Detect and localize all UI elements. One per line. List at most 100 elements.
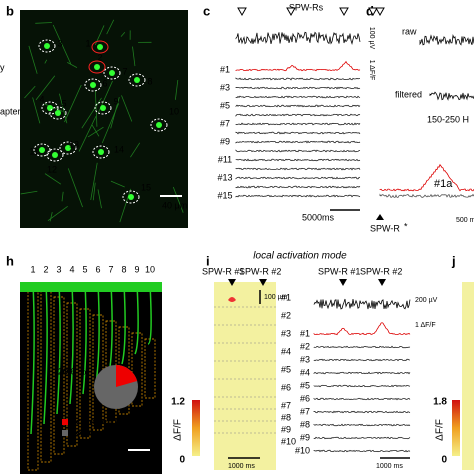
trace-label: #15 bbox=[217, 190, 232, 200]
event-label: SPW-R #1 bbox=[202, 266, 244, 276]
trace-label: #1 bbox=[300, 328, 310, 338]
cell-label: 7 bbox=[122, 66, 127, 76]
calcium-trace bbox=[235, 122, 361, 126]
cell bbox=[44, 43, 50, 49]
roi bbox=[122, 190, 140, 204]
dendrite-glow bbox=[20, 190, 38, 195]
trace-label: #6 bbox=[300, 393, 310, 403]
event-marker bbox=[368, 7, 378, 17]
dendrite-glow bbox=[87, 126, 104, 138]
dendrite bbox=[69, 283, 74, 405]
roi bbox=[94, 101, 112, 115]
cell bbox=[97, 44, 103, 50]
dendrite-glow bbox=[172, 186, 184, 213]
dendrite-glow bbox=[92, 182, 96, 201]
scale-label: 1 ΔF/F bbox=[415, 322, 436, 329]
event-label: SPW-R #2 bbox=[239, 266, 281, 276]
cell bbox=[128, 194, 134, 200]
dendrite-glow bbox=[91, 124, 100, 137]
dendrite-glow bbox=[59, 93, 68, 124]
cell-label: 11 bbox=[29, 146, 38, 156]
dendrite bbox=[121, 283, 126, 365]
calcium-trace bbox=[313, 423, 411, 427]
cell bbox=[47, 105, 53, 111]
calcium-trace bbox=[313, 384, 411, 388]
dendrite-glow bbox=[64, 84, 82, 123]
legend-swatch bbox=[62, 419, 68, 425]
calcium-trace bbox=[313, 397, 411, 401]
calcium-trace bbox=[313, 436, 411, 440]
roi bbox=[103, 66, 121, 80]
baseline-trace bbox=[379, 193, 474, 199]
event-label: SPW-R #1 bbox=[318, 266, 360, 276]
heatmap-j bbox=[462, 282, 474, 470]
dendrite-number: 2 bbox=[43, 264, 48, 274]
event-marker bbox=[378, 279, 386, 286]
dendrite-glow bbox=[32, 97, 41, 124]
calcium-trace bbox=[235, 176, 361, 180]
dendrite-number: 3 bbox=[56, 264, 61, 274]
event-marker bbox=[375, 7, 385, 17]
dendrite-glow bbox=[67, 168, 83, 208]
row-label: #2 bbox=[281, 310, 291, 320]
event-label: #1a bbox=[434, 178, 453, 190]
roi bbox=[128, 73, 146, 87]
row-label: #4 bbox=[281, 346, 291, 356]
cell-label: 3 bbox=[57, 38, 62, 48]
trace-label: #3 bbox=[220, 82, 230, 92]
dendrite-glow bbox=[110, 180, 125, 188]
dendrite bbox=[134, 283, 139, 355]
colorbar-label: 0 bbox=[179, 455, 185, 466]
dendrite-glow bbox=[120, 32, 126, 37]
row-label: #7 bbox=[281, 400, 291, 410]
trace-label: filtered bbox=[395, 89, 422, 99]
colorbar-label: 0 bbox=[441, 455, 447, 466]
calcium-trace bbox=[235, 113, 361, 117]
calcium-trace bbox=[235, 167, 361, 171]
lfp-trace bbox=[313, 298, 411, 310]
roi bbox=[88, 60, 106, 74]
dendrite-glow bbox=[78, 116, 97, 152]
trace-label: #5 bbox=[220, 100, 230, 110]
legend-swatch bbox=[62, 430, 68, 436]
raw-trace bbox=[419, 33, 474, 46]
event-marker bbox=[376, 214, 384, 220]
calcium-trace bbox=[313, 322, 411, 336]
calcium-trace bbox=[235, 95, 361, 99]
trace-label: #2 bbox=[300, 341, 310, 351]
dendrite-glow bbox=[132, 46, 136, 67]
dendrite-glow bbox=[130, 142, 141, 158]
dendrite-number: 1 bbox=[30, 264, 35, 274]
trace-label: raw bbox=[402, 26, 417, 36]
cell bbox=[94, 64, 100, 70]
dendrite-number: 7 bbox=[108, 264, 113, 274]
trace-label: #7 bbox=[220, 118, 230, 128]
cell-label: 6 bbox=[102, 78, 107, 88]
dendrite-number: 8 bbox=[121, 264, 126, 274]
scale-label: 5000ms bbox=[302, 212, 335, 222]
dendrite bbox=[56, 283, 61, 415]
dendrite-glow bbox=[61, 191, 64, 202]
dendrite-number: 5 bbox=[82, 264, 87, 274]
dendrite-top bbox=[20, 282, 162, 292]
dendrite bbox=[43, 283, 48, 425]
panel-letter: c bbox=[203, 3, 210, 18]
trace-label: #5 bbox=[300, 380, 310, 390]
lfp-trace bbox=[235, 31, 361, 45]
row-label: #1 bbox=[281, 292, 291, 302]
calcium-trace bbox=[235, 194, 361, 198]
calcium-trace bbox=[313, 371, 411, 375]
dendrite-glow bbox=[81, 97, 102, 129]
mode-label: local activation mode bbox=[253, 251, 347, 262]
panel-letter: d bbox=[366, 3, 374, 18]
cell bbox=[90, 82, 96, 88]
calcium-trace bbox=[235, 158, 361, 162]
dendrite-glow bbox=[97, 189, 102, 209]
dendrite-glow bbox=[90, 162, 98, 201]
calcium-trace bbox=[313, 358, 411, 362]
row-label: #5 bbox=[281, 364, 291, 374]
dendrite bbox=[30, 283, 35, 435]
event-marker bbox=[286, 7, 296, 17]
cell-label: 2 bbox=[97, 52, 102, 62]
roi bbox=[150, 118, 168, 132]
